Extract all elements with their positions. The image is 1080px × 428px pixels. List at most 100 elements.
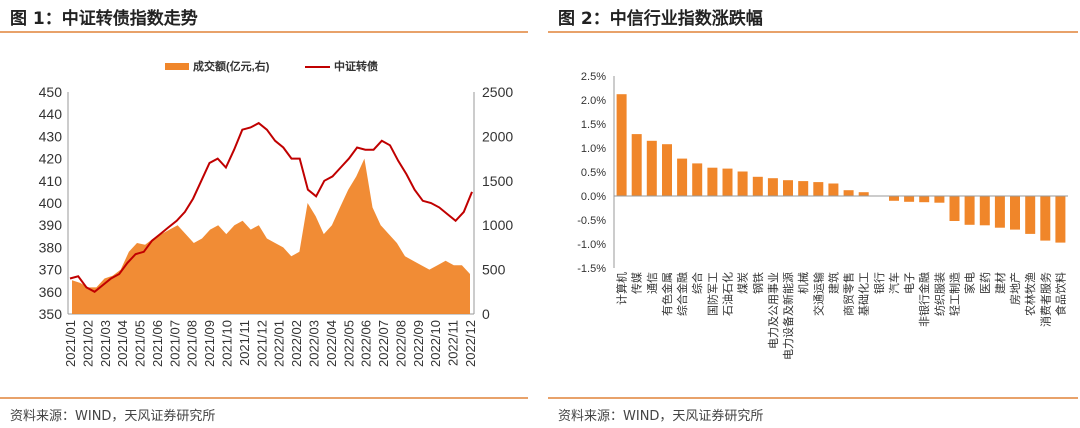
x-axis-tick-label: 2022/12 [463, 320, 478, 367]
category-label: 计算机 [615, 272, 629, 305]
legend-volume-swatch [165, 63, 189, 70]
industry-bar [767, 178, 778, 196]
x-axis-tick-label: 2021/09 [202, 320, 217, 367]
left-axis-tick-label: 420 [39, 151, 63, 167]
y-axis-tick-label: -0.5% [577, 215, 606, 227]
left-axis-tick-label: 370 [39, 262, 63, 278]
category-label: 家电 [963, 272, 977, 294]
y-axis-tick-label: 2.5% [581, 71, 606, 83]
left-axis-tick-label: 450 [39, 84, 63, 100]
left-axis-tick-label: 430 [39, 128, 63, 144]
index-line-series [69, 121, 473, 293]
right-axis-tick-label: 2500 [482, 84, 513, 100]
industry-bar [783, 180, 793, 196]
x-axis-tick-label: 2022/10 [428, 320, 443, 367]
x-axis-tick-label: 2021/04 [115, 320, 130, 367]
category-label: 煤炭 [737, 272, 750, 294]
industry-bar [934, 196, 945, 203]
category-label: 消费者服务 [1038, 272, 1052, 327]
figure-1-top-rule [0, 31, 528, 33]
x-axis-tick-label: 2021/08 [185, 320, 200, 367]
category-label: 电子 [903, 272, 916, 294]
left-axis-tick-label: 410 [39, 173, 63, 189]
industry-bar [994, 196, 1005, 228]
category-label: 基础化工 [857, 272, 871, 316]
figure-2-panel: 图 2：中信行业指数涨跌幅 2.5% 2.0% 1.5% 1.0% 0.5% 0.0% -0… [548, 0, 1080, 428]
category-label: 综合金融 [675, 272, 689, 316]
figure-1-title: 图 1：中证转债指数走势 [10, 9, 198, 29]
left-axis-tick-label: 390 [39, 217, 63, 233]
industry-bar [707, 167, 718, 196]
industry-bar [752, 176, 763, 196]
category-label: 交通运输 [811, 272, 825, 316]
right-axis-tick-label: 1500 [482, 173, 513, 189]
category-label: 汽车 [887, 272, 901, 294]
y-axis-tick-label: 2.0% [581, 95, 606, 107]
category-label: 银行 [872, 272, 886, 294]
category-label: 建筑 [826, 272, 840, 294]
figure-1-bottom-rule [0, 397, 528, 399]
legend-volume-label: 成交额(亿元,右) [193, 59, 270, 73]
category-label: 有色金属 [660, 272, 674, 316]
industry-bar [919, 196, 930, 203]
category-label: 石油石化 [721, 272, 735, 316]
industry-bar [692, 163, 703, 196]
right-axis-tick-label: 1000 [482, 217, 513, 233]
x-axis-tick-label: 2022/09 [411, 320, 426, 367]
industry-bar [662, 144, 672, 196]
x-axis-tick-label: 2021/01 [63, 320, 78, 367]
industry-bar [843, 190, 854, 196]
industry-bar [1025, 196, 1036, 234]
x-axis-tick-label: 2022/05 [341, 320, 356, 367]
category-label: 非银行金融 [917, 272, 931, 327]
figure-1-source: 资料来源：WIND，天风证券研究所 [10, 409, 216, 424]
industry-bar [904, 196, 915, 202]
x-axis-tick-label: 2022/01 [272, 320, 287, 367]
industry-index-change-chart: 2.5% 2.0% 1.5% 1.0% 0.5% 0.0% -0.5% -1.0% -1.5% 计… [577, 71, 1068, 360]
category-label: 商贸零售 [842, 272, 856, 316]
category-label: 农林牧渔 [1023, 272, 1037, 316]
industry-bar [979, 196, 990, 226]
x-axis-tick-label: 2022/02 [289, 320, 304, 367]
right-axis-tick-label: 0 [482, 306, 490, 322]
category-label: 传媒 [631, 272, 644, 294]
figure-2-top-rule [548, 31, 1078, 33]
left-axis-tick-label: 360 [39, 284, 63, 300]
industry-bar [722, 168, 733, 196]
x-axis-tick-label: 2021/07 [167, 320, 182, 367]
y-axis-tick-label: 0.0% [581, 191, 606, 203]
x-axis-tick-label: 2022/07 [376, 320, 391, 367]
industry-bar [964, 196, 975, 225]
y-axis-tick-label: -1.5% [577, 263, 606, 275]
y-axis-tick-label: -1.0% [577, 239, 606, 251]
x-axis-tick-label: 2021/10 [220, 320, 235, 367]
industry-bar [813, 182, 824, 196]
figure-1-panel: 图 1：中证转债指数走势 成交额(亿元,右) 中证转债 350 360 370 380 39… [0, 0, 530, 428]
left-axis-tick-label: 400 [39, 195, 63, 211]
category-label: 纺织服装 [932, 272, 946, 316]
industry-bar [631, 134, 642, 196]
volume-area-series [72, 158, 470, 314]
left-axis-tick-label: 440 [39, 106, 63, 122]
category-label: 电力设备及新能源 [781, 272, 795, 360]
x-axis-tick-label: 2021/02 [80, 320, 95, 367]
category-label: 机械 [796, 272, 810, 294]
category-label: 建材 [993, 272, 1007, 294]
category-label: 通信 [646, 272, 659, 294]
industry-bar [858, 192, 869, 196]
x-axis-tick-label: 2021/12 [254, 320, 269, 367]
industry-bar [646, 140, 657, 196]
industry-bar [616, 94, 627, 196]
y-axis-tick-label: 1.0% [581, 143, 606, 155]
category-label: 综合 [690, 272, 704, 294]
figure-2-title: 图 2：中信行业指数涨跌幅 [558, 9, 763, 29]
legend-index-label: 中证转债 [334, 59, 378, 73]
category-label: 轻工制造 [948, 272, 962, 316]
industry-bar [1055, 196, 1066, 243]
x-axis-tick-label: 2021/11 [237, 320, 252, 366]
category-label: 医药 [979, 272, 992, 294]
x-axis-tick-label: 2021/05 [133, 320, 148, 367]
category-label: 食品饮料 [1053, 272, 1067, 316]
x-axis-tick-label: 2022/03 [307, 320, 322, 367]
right-axis-tick-label: 500 [482, 262, 506, 278]
